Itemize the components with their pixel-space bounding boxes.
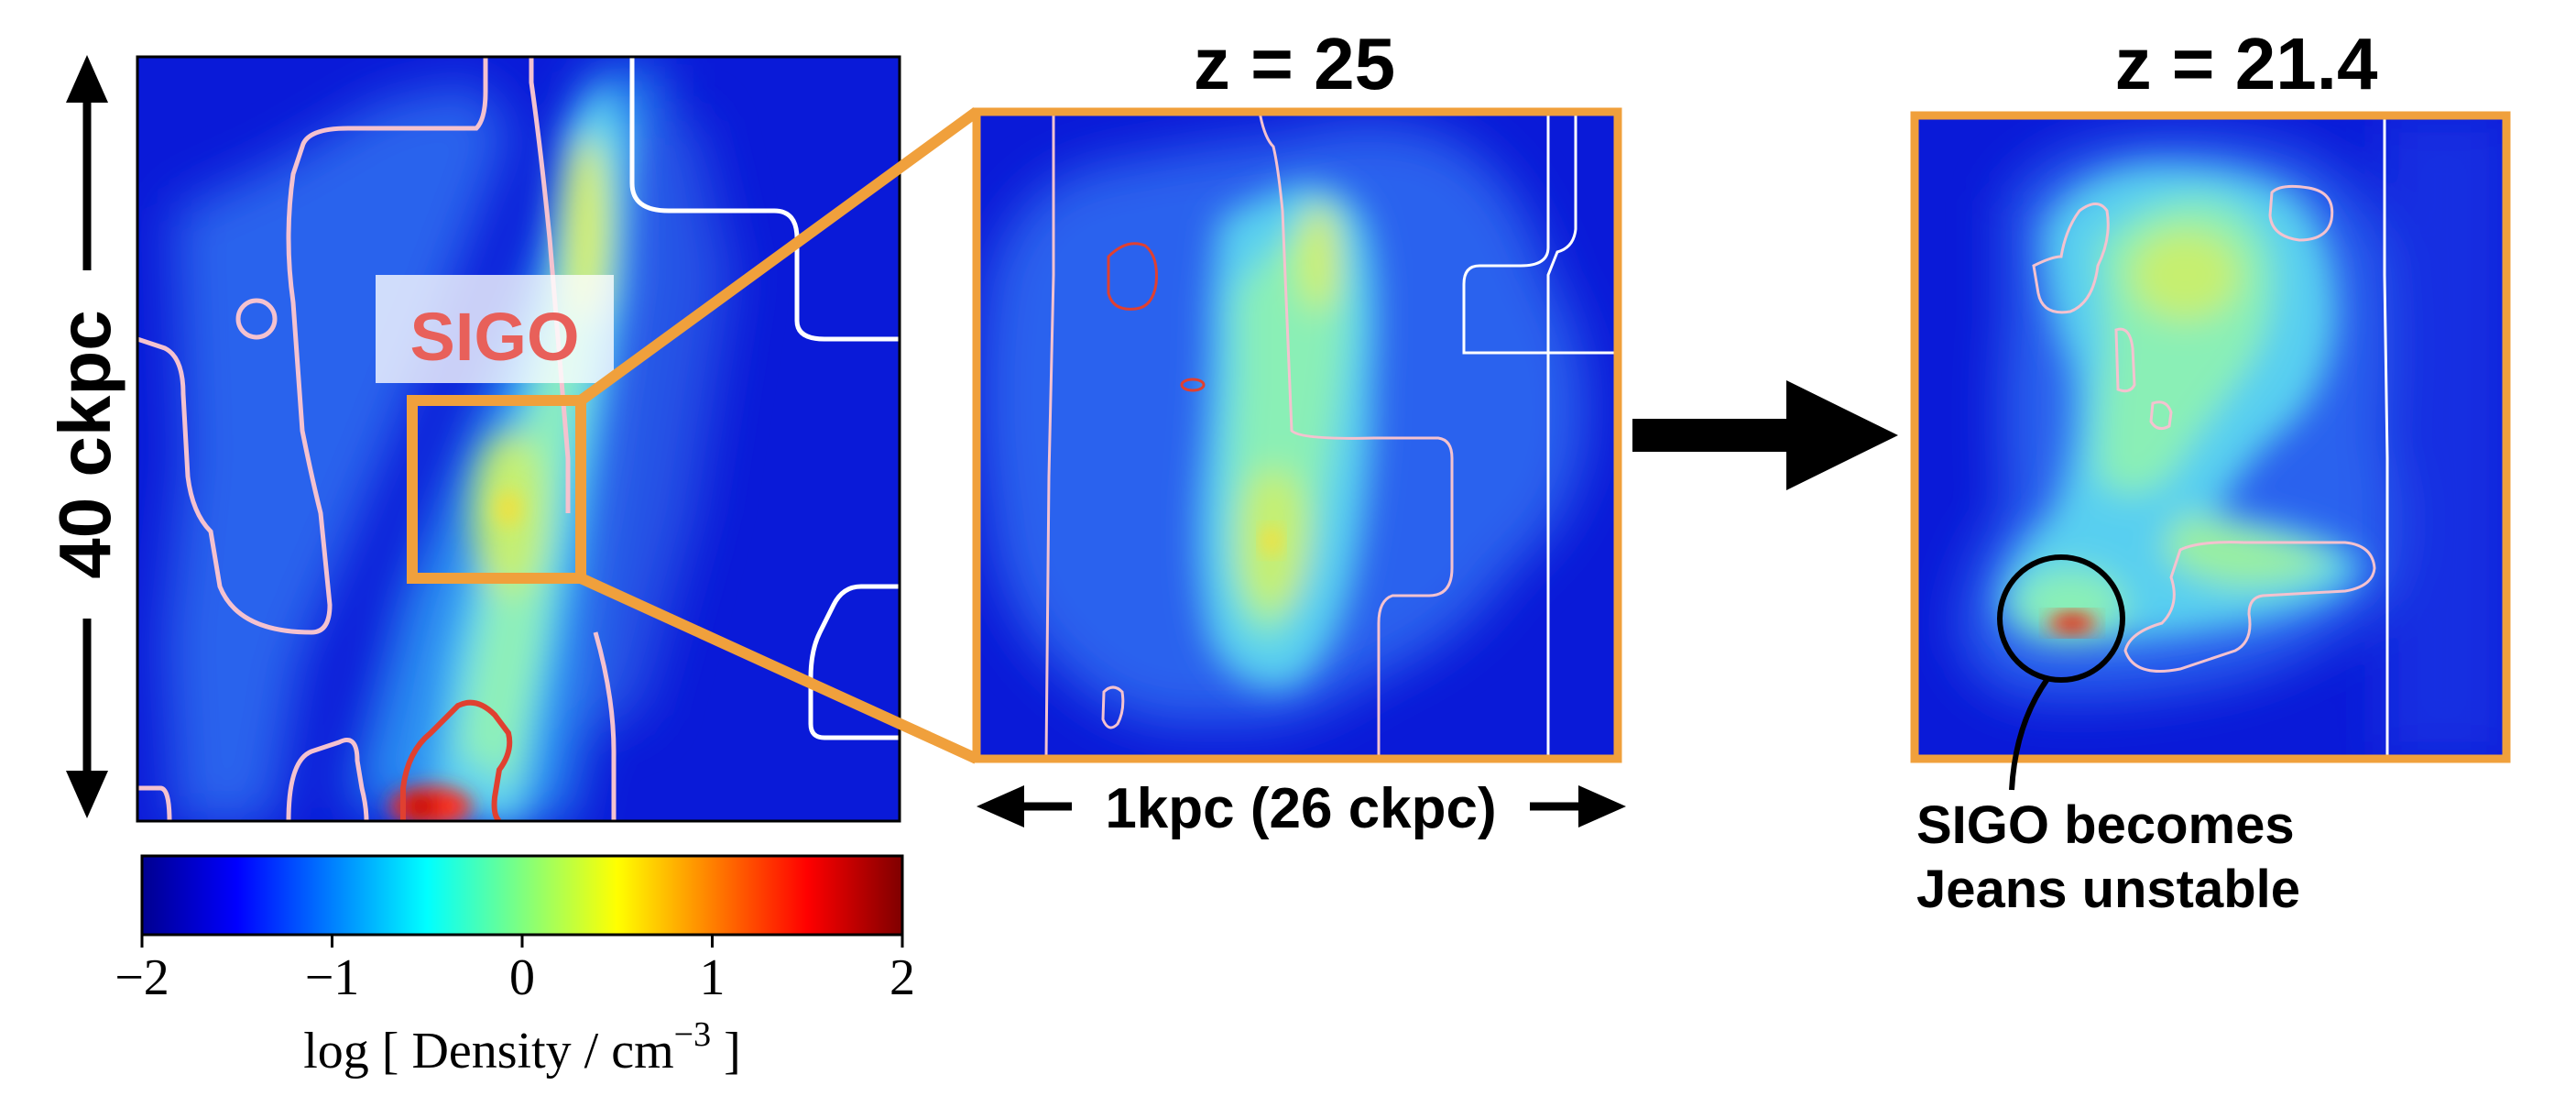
right-density-panel: z = 21.4 (1910, 23, 2511, 919)
colorbar-label-end: ] (711, 1023, 741, 1080)
horizontal-scale-label: 1kpc (26 ckpc) (1105, 777, 1496, 840)
zoom-region-box (407, 395, 586, 584)
sigo-label-box (376, 275, 614, 383)
middle-panel-frame (972, 107, 1622, 763)
left-density-map (137, 57, 900, 821)
colorbar-tick-label: 0 (509, 949, 535, 1006)
horizontal-scale-bar: 1kpc (26 ckpc) (977, 777, 1626, 840)
right-panel-frame (1910, 111, 2511, 763)
vertical-scale-arrow-down (66, 771, 108, 818)
vertical-scale-arrow-up (66, 55, 108, 103)
colorbar-ticks: −2 −1 0 1 2 (115, 935, 915, 1006)
colorbar-label-exponent: −3 (674, 1015, 711, 1054)
left-panel-frame (136, 55, 901, 823)
colorbar-tick-label: 2 (890, 949, 915, 1006)
colorbar: −2 −1 0 1 2 log [ Density / cm−3 ] (115, 854, 915, 1080)
annotation-leader-line (2009, 677, 2050, 791)
sigo-collapse-circle (1997, 554, 2125, 683)
vertical-scale-bar: 40 ckpc (44, 55, 126, 818)
zoom-connector-bottom (578, 573, 979, 764)
middle-density-panel: z = 25 (972, 23, 1626, 840)
evolution-arrow (1632, 380, 1898, 490)
left-density-panel: SIGO (136, 55, 901, 823)
colorbar-gradient (142, 856, 902, 935)
colorbar-label-main: log [ Density / cm (303, 1023, 673, 1080)
middle-density-map (977, 112, 1618, 759)
horizontal-scale-arrow-left (977, 785, 1024, 827)
colorbar-tick-label: −1 (305, 949, 360, 1006)
middle-panel-title: z = 25 (1194, 23, 1395, 104)
evolution-arrow-shaft (1632, 419, 1797, 452)
right-density-map (1915, 115, 2506, 759)
colorbar-tick-label: 1 (700, 949, 726, 1006)
zoom-connector-top (577, 107, 980, 405)
vertical-scale-label: 40 ckpc (44, 310, 126, 579)
annotation-line-1: SIGO becomes (1916, 795, 2295, 855)
right-panel-title: z = 21.4 (2115, 23, 2378, 104)
colorbar-tick-label: −2 (115, 949, 169, 1006)
sigo-label: SIGO (409, 299, 579, 375)
colorbar-label: log [ Density / cm−3 ] (303, 1015, 740, 1080)
evolution-arrow-head (1786, 380, 1898, 490)
annotation-line-2: Jeans unstable (1916, 860, 2300, 919)
horizontal-scale-arrow-right (1578, 785, 1626, 827)
